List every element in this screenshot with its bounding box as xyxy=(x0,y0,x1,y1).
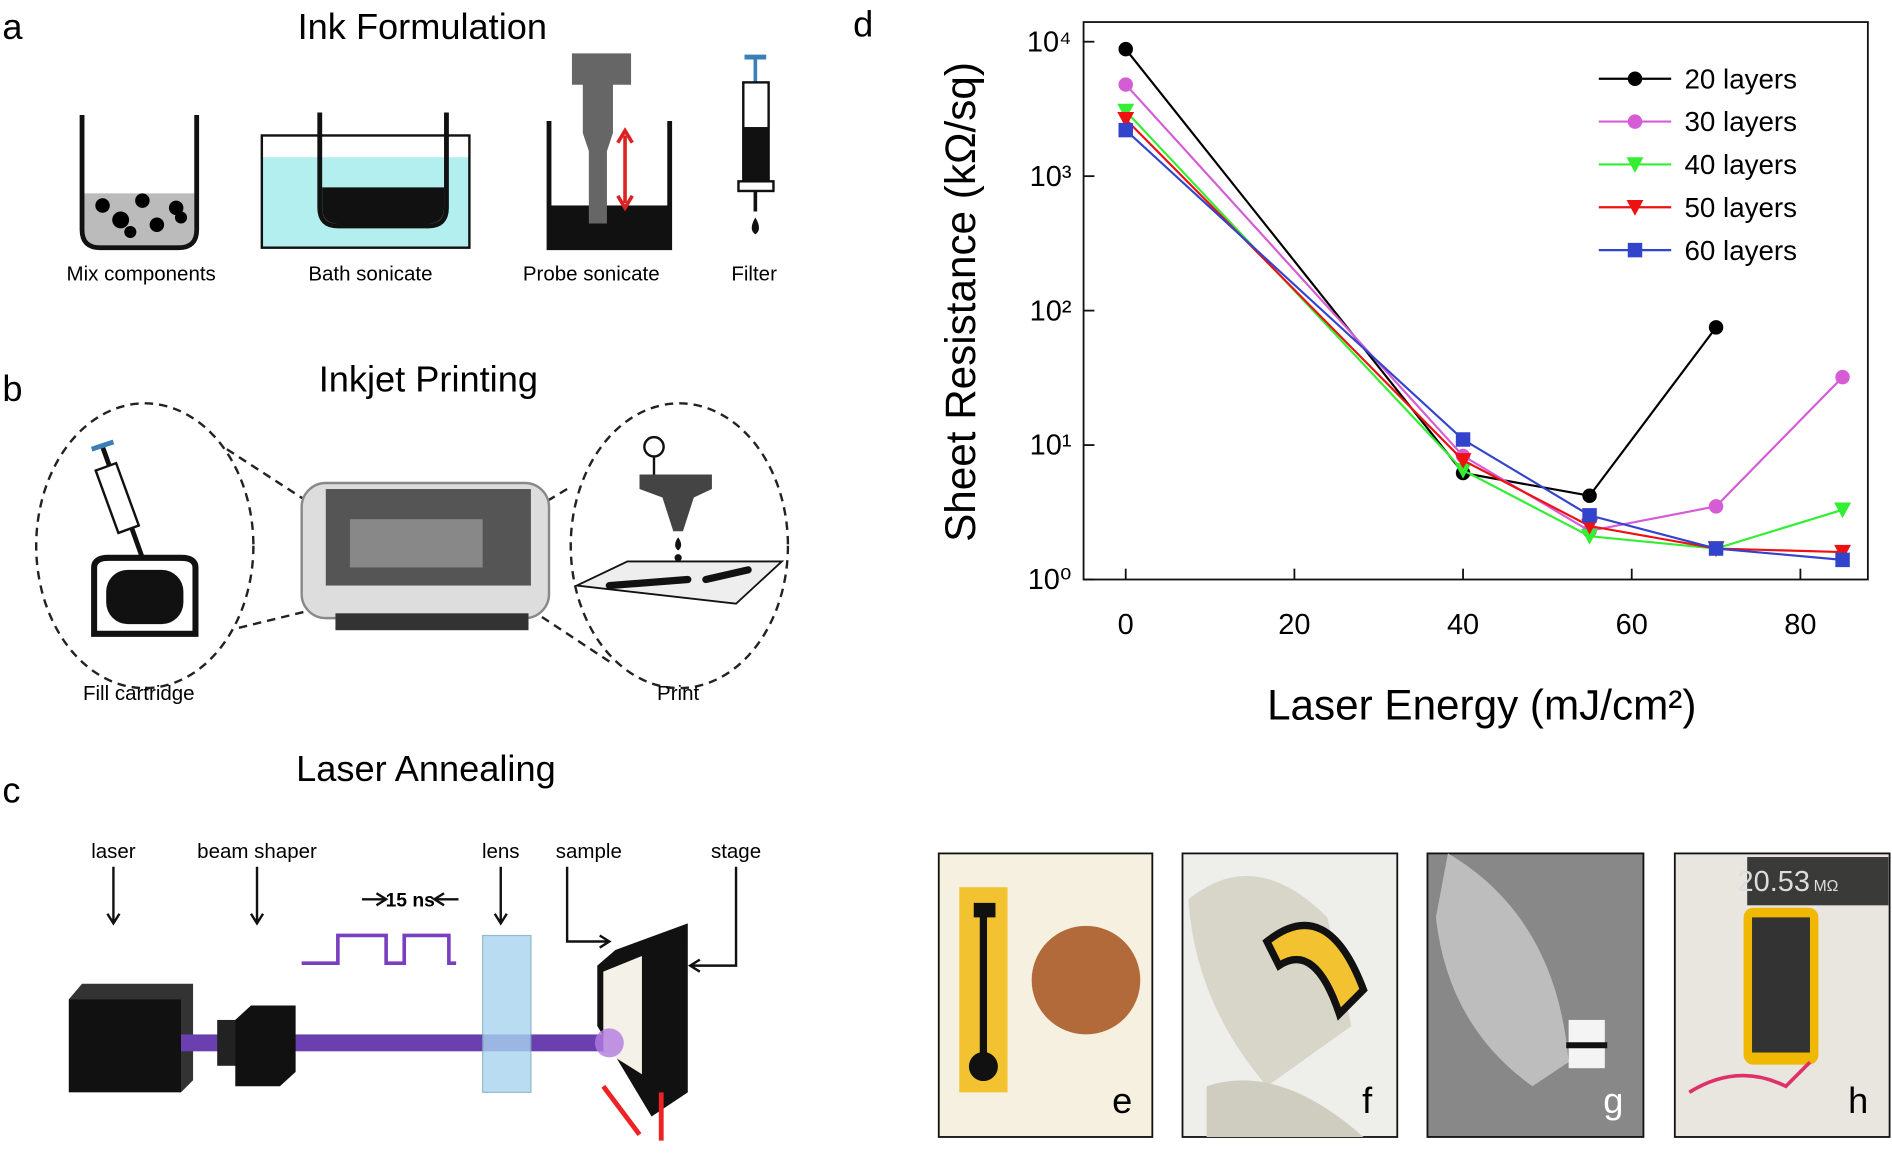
part-label: sample xyxy=(556,840,622,863)
marker xyxy=(1582,488,1597,503)
zoom-lines xyxy=(226,448,611,663)
marker xyxy=(1117,112,1135,128)
y-tick-label: 10³ xyxy=(1030,161,1072,193)
marker xyxy=(1455,432,1471,447)
legend-label: 40 layers xyxy=(1684,149,1797,180)
syringe xyxy=(737,54,775,235)
cartridge xyxy=(90,439,199,637)
y-tick-label: 10⁴ xyxy=(1027,26,1072,58)
photo-label: f xyxy=(1362,1080,1373,1121)
marker xyxy=(1581,518,1599,535)
marker xyxy=(1627,71,1643,87)
marker xyxy=(1454,462,1472,479)
y-axis-label: Sheet Resistance (kΩ/sq) xyxy=(937,62,984,542)
photo-h: 20.53 MΩ xyxy=(1673,852,1891,1138)
chart: d Sheet Resistance (kΩ/sq) Laser Energy … xyxy=(853,4,1869,728)
zoom-circle xyxy=(34,402,255,690)
printer xyxy=(300,481,551,631)
part-label: stage xyxy=(711,840,761,863)
plot-frame xyxy=(1082,21,1869,581)
x-axis-label: Laser Energy (mJ/cm²) xyxy=(1267,681,1696,728)
y-tick-label: 10¹ xyxy=(1030,430,1072,462)
part-label: beam shaper xyxy=(197,840,317,863)
panel-label: b xyxy=(2,368,22,409)
marker xyxy=(1834,502,1852,519)
step-caption: Print xyxy=(657,682,699,705)
marker xyxy=(1118,41,1133,57)
photo-g xyxy=(1426,852,1645,1138)
marker xyxy=(1627,242,1643,258)
y-tick-label: 10² xyxy=(1030,295,1072,327)
x-tick-label: 20 xyxy=(1278,609,1310,641)
marker xyxy=(1835,552,1850,568)
photo-label: e xyxy=(1112,1080,1132,1121)
photo-label: h xyxy=(1848,1080,1868,1121)
legend-label: 60 layers xyxy=(1684,235,1797,266)
panel-title: Ink Formulation xyxy=(298,6,547,47)
meter-reading: 20.53 xyxy=(1738,866,1810,898)
marker xyxy=(1581,528,1599,545)
legend-label: 30 layers xyxy=(1684,106,1797,137)
x-tick-label: 60 xyxy=(1616,609,1648,641)
marker xyxy=(1582,508,1597,523)
zoom-circle xyxy=(569,402,790,690)
panel-title: Laser Annealing xyxy=(296,748,556,789)
pulse xyxy=(301,933,457,966)
pulse-label: 15 ns xyxy=(386,891,435,912)
panel-label: a xyxy=(2,6,23,47)
panel-label: c xyxy=(2,770,20,811)
step-caption: Mix components xyxy=(67,262,216,285)
probe xyxy=(546,53,673,251)
legend-label: 50 layers xyxy=(1684,192,1797,223)
step-caption: Probe sonicate xyxy=(523,262,660,285)
x-tick-label: 40 xyxy=(1447,609,1479,641)
photo-label: g xyxy=(1603,1080,1623,1121)
marker xyxy=(1627,114,1643,129)
step-caption: Filter xyxy=(731,262,777,285)
x-tick-label: 0 xyxy=(1118,609,1134,641)
print-head xyxy=(573,435,785,605)
marker xyxy=(1708,541,1724,556)
part-label: lens xyxy=(482,840,520,863)
marker xyxy=(1708,320,1724,335)
step-caption: Fill cartridge xyxy=(83,682,195,705)
panel-label: d xyxy=(853,4,873,45)
step-caption: Bath sonicate xyxy=(308,262,432,285)
meter-unit: MΩ xyxy=(1814,878,1839,895)
marker xyxy=(1454,453,1472,469)
marker xyxy=(1118,77,1133,92)
marker xyxy=(1708,499,1724,514)
part-label: laser xyxy=(91,840,136,863)
marker xyxy=(1835,369,1850,385)
marker xyxy=(1118,122,1133,138)
series-line xyxy=(1124,48,1717,497)
bath xyxy=(260,112,471,249)
marker xyxy=(1626,200,1644,216)
y-tick-label: 10⁰ xyxy=(1028,564,1072,596)
marker xyxy=(1626,157,1644,173)
photo-e xyxy=(937,852,1154,1138)
pointer-arrows xyxy=(106,866,738,973)
marker xyxy=(1117,103,1135,120)
legend-label: 20 layers xyxy=(1684,63,1797,94)
photo-f xyxy=(1181,852,1399,1138)
beaker-mix xyxy=(79,114,200,251)
laser-setup xyxy=(68,923,688,1141)
panel-title: Inkjet Printing xyxy=(319,358,538,399)
x-tick-label: 80 xyxy=(1784,609,1816,641)
